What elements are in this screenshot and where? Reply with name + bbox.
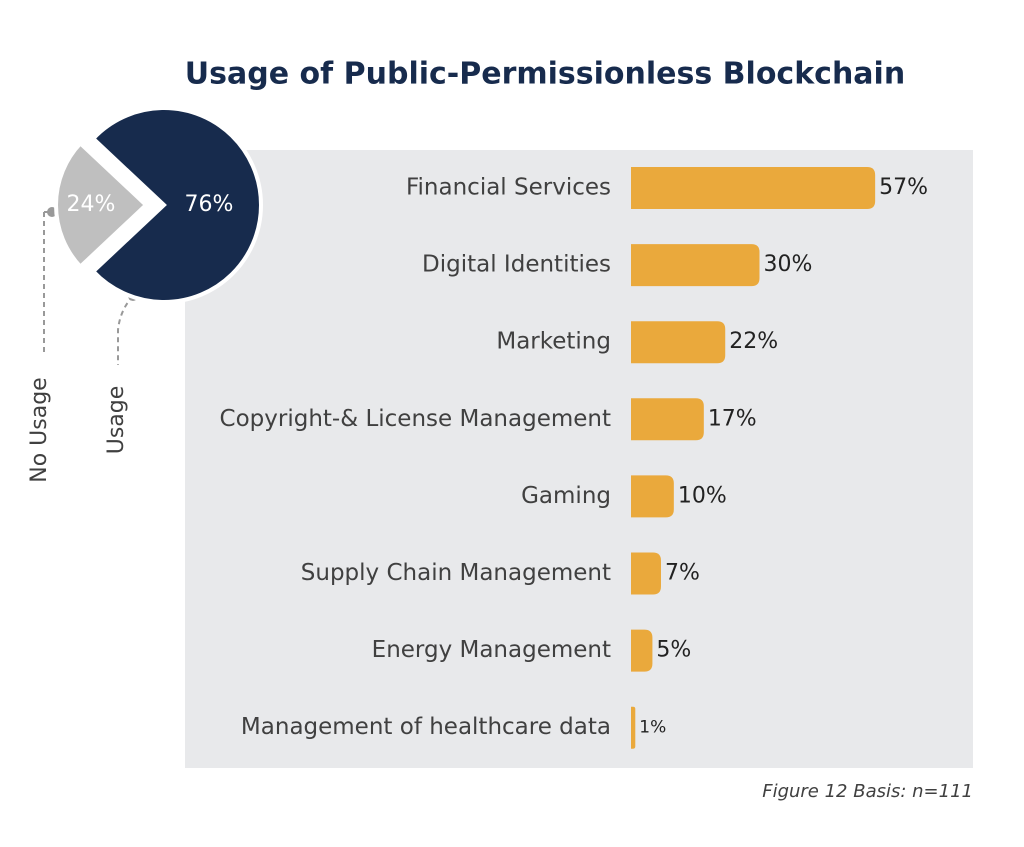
category-label: Energy Management bbox=[372, 637, 611, 663]
value-label: 1% bbox=[639, 718, 666, 738]
value-label: 24% bbox=[67, 192, 116, 217]
bar bbox=[631, 167, 876, 209]
bar bbox=[631, 706, 636, 749]
legend-label: Usage bbox=[104, 386, 129, 455]
chart-title: Usage of Public-Permissionless Blockchai… bbox=[185, 57, 905, 92]
bar bbox=[631, 244, 760, 287]
value-label: 5% bbox=[656, 638, 691, 663]
bar bbox=[631, 398, 704, 441]
leader-line bbox=[117, 295, 134, 365]
bar bbox=[631, 321, 726, 364]
pie-slice bbox=[90, 106, 263, 304]
category-label: Marketing bbox=[496, 329, 611, 355]
category-label: Digital Identities bbox=[422, 252, 611, 278]
category-label: Supply Chain Management bbox=[301, 560, 611, 586]
panel bbox=[185, 150, 973, 768]
value-label: 7% bbox=[665, 561, 700, 586]
category-label: Financial Services bbox=[406, 175, 611, 201]
bar bbox=[631, 629, 653, 672]
value-label: 30% bbox=[764, 252, 813, 277]
category-label: Copyright-& License Management bbox=[220, 406, 611, 432]
bar bbox=[631, 475, 674, 518]
category-label: Management of healthcare data bbox=[241, 714, 611, 740]
value-label: 22% bbox=[729, 329, 778, 354]
category-label: Gaming bbox=[521, 483, 611, 509]
value-label: 10% bbox=[678, 483, 727, 508]
bar bbox=[631, 552, 661, 595]
value-label: 17% bbox=[708, 406, 757, 431]
value-label: 76% bbox=[185, 192, 234, 217]
footnote: Figure 12 Basis: n=111 bbox=[762, 781, 973, 802]
value-label: 57% bbox=[879, 175, 928, 200]
legend-label: No Usage bbox=[27, 377, 52, 482]
pie-slice bbox=[54, 140, 149, 270]
